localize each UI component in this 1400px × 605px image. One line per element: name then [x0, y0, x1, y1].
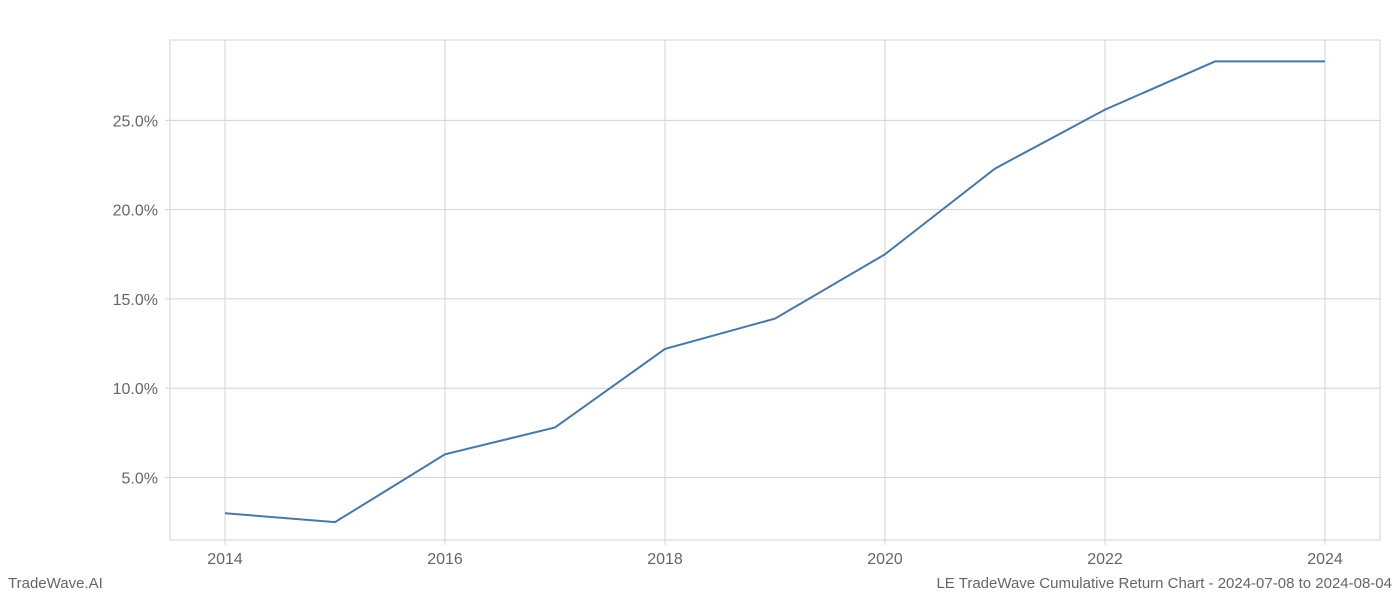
x-tick-label: 2022	[1087, 551, 1123, 568]
x-tick-label: 2016	[427, 551, 463, 568]
x-tick-label: 2018	[647, 551, 683, 568]
x-tick-label: 2014	[207, 551, 243, 568]
line-chart: 2014 2016 2018 2020 2022 2024 5.0% 10.0% 15.0% 20…	[0, 0, 1400, 600]
footer-right-text: LE TradeWave Cumulative Return Chart - 2…	[936, 575, 1392, 592]
x-tick-label: 2020	[867, 551, 903, 568]
x-tick-label: 2024	[1307, 551, 1343, 568]
y-tick-label: 20.0%	[113, 203, 158, 220]
y-tick-label: 10.0%	[113, 381, 158, 398]
y-tick-label: 25.0%	[113, 113, 158, 130]
plot-border	[170, 40, 1380, 540]
y-tick-label: 5.0%	[122, 471, 158, 488]
footer-left-text: TradeWave.AI	[8, 575, 103, 592]
y-tick-label: 15.0%	[113, 292, 158, 309]
chart-container: 2014 2016 2018 2020 2022 2024 5.0% 10.0% 15.0% 20…	[0, 0, 1400, 600]
